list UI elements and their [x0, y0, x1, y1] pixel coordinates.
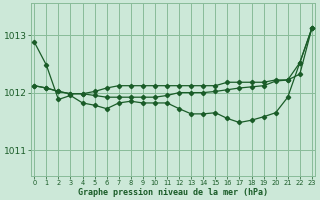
X-axis label: Graphe pression niveau de la mer (hPa): Graphe pression niveau de la mer (hPa)	[78, 188, 268, 197]
